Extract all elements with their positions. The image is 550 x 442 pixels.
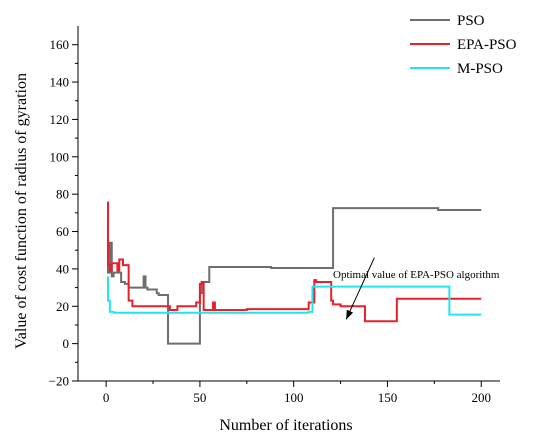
- series-line-epa-pso: [107, 201, 482, 323]
- y-tick-label: 120: [50, 112, 70, 127]
- y-ticks: −20 0 20 40 60 80 100 120 140 160: [49, 37, 78, 389]
- x-tick-label: 150: [378, 390, 398, 405]
- legend-label-m-pso: M-PSO: [457, 61, 503, 77]
- legend-label-epa-pso: EPA-PSO: [457, 37, 517, 53]
- y-axis-label: Value of cost function of radius of gyra…: [13, 73, 30, 349]
- legend-label-pso: PSO: [457, 13, 485, 29]
- y-tick-label: 80: [56, 187, 69, 202]
- annotation-text: Optimal value of EPA-PSO algorithm: [333, 269, 500, 281]
- annotation: Optimal value of EPA-PSO algorithm: [333, 257, 500, 320]
- y-tick-label: −20: [49, 374, 69, 389]
- y-tick-label: 60: [56, 224, 69, 239]
- legend: PSO EPA-PSO M-PSO: [410, 13, 517, 77]
- x-ticks: 0 50 100 150 200: [103, 381, 491, 405]
- x-tick-label: 50: [193, 390, 206, 405]
- x-axis-label: Number of iterations: [219, 417, 352, 434]
- annotation-arrowhead: [346, 309, 354, 320]
- plot-series: [107, 201, 482, 345]
- series-line-pso: [107, 207, 482, 345]
- axes: [77, 26, 500, 382]
- annotation-arrow: [345, 257, 375, 320]
- y-tick-label: 100: [50, 149, 70, 164]
- y-tick-label: 0: [63, 336, 70, 351]
- y-tick-label: 40: [56, 261, 69, 276]
- y-tick-label: 160: [50, 37, 70, 52]
- x-tick-label: 200: [471, 390, 491, 405]
- y-tick-label: 20: [56, 299, 69, 314]
- x-tick-label: 100: [284, 390, 304, 405]
- y-tick-label: 140: [50, 75, 70, 90]
- series-line-m-pso: [107, 276, 482, 316]
- x-tick-label: 0: [103, 390, 110, 405]
